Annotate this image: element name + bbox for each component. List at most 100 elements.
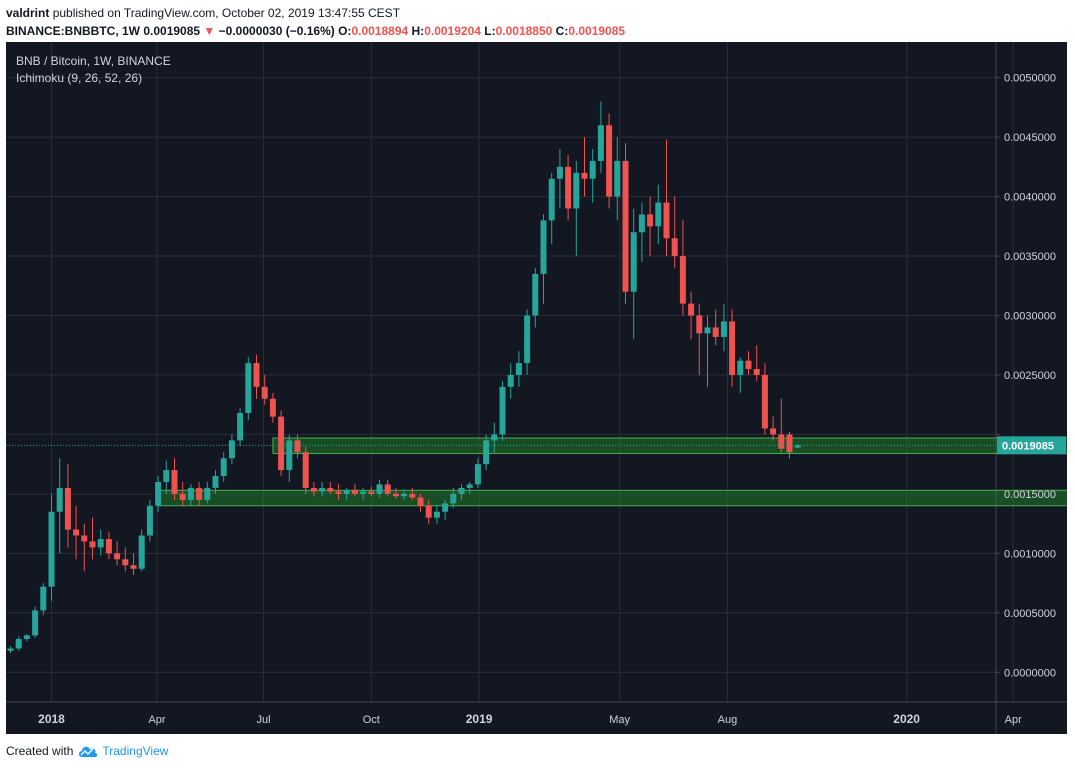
created-with-label: Created with: [6, 744, 74, 758]
candle-body: [196, 487, 203, 500]
candle-body: [122, 559, 129, 566]
candle-body: [376, 484, 383, 494]
candle-body: [48, 511, 55, 587]
y-tick-label: 0.0050000: [1004, 73, 1056, 85]
candle-body: [515, 363, 522, 375]
candle-body: [351, 490, 358, 494]
candle-body: [417, 497, 424, 506]
x-tick-label: Apr: [1005, 714, 1022, 726]
cloud-icon: [79, 746, 98, 757]
candle-body: [671, 238, 678, 257]
candle-body: [261, 386, 268, 399]
candle-body: [23, 635, 30, 639]
candle-body: [622, 160, 629, 292]
candle-body: [220, 458, 227, 477]
candle-body: [507, 374, 514, 387]
chart-header: valdrint published on TradingView.com, O…: [6, 4, 1066, 40]
x-tick-label: Apr: [148, 714, 165, 726]
candle-body: [294, 440, 301, 453]
indicator-legend[interactable]: Ichimoku (9, 26, 52, 26): [16, 71, 143, 85]
candle-body: [786, 434, 793, 453]
x-tick-label: Oct: [363, 714, 380, 726]
candle-body: [204, 487, 211, 500]
candle-body: [548, 178, 555, 221]
y-tick-label: 0.0010000: [1004, 548, 1056, 560]
chart-pane[interactable]: 0.0019085 0.0050000 0.0045000 0.0040000 0.00…: [6, 42, 1067, 734]
candle-body: [360, 491, 367, 494]
brand-label: TradingView: [102, 744, 169, 758]
y-tick-label: 0.0040000: [1004, 192, 1056, 204]
y-tick-label: 0.0015000: [1004, 489, 1056, 501]
last-price: 0.0019085: [143, 24, 201, 38]
candle-body: [187, 487, 194, 500]
support-zone-2: [157, 489, 1067, 507]
candle-body: [278, 416, 285, 471]
candle-body: [368, 491, 375, 494]
high-value: 0.0019204: [424, 24, 481, 38]
candle-body: [729, 321, 736, 375]
candle-body: [114, 553, 121, 560]
footer: Created with TradingView: [6, 741, 168, 761]
candle-body: [483, 440, 490, 465]
candle-body: [40, 586, 47, 611]
candle-body: [450, 493, 457, 504]
candle-body: [474, 464, 481, 485]
candle-body: [253, 363, 260, 387]
candle-body: [81, 535, 88, 542]
candle-body: [433, 511, 440, 518]
candle-body: [794, 445, 801, 448]
y-tick-label: 0.0045000: [1004, 132, 1056, 144]
candle-body: [146, 505, 153, 536]
symbol-legend[interactable]: BNB / Bitcoin, 1W, BINANCE: [16, 54, 171, 68]
candle-body: [179, 493, 186, 500]
low-value: 0.0018850: [495, 24, 553, 38]
candle-body: [442, 503, 449, 512]
candle-body: [532, 273, 539, 316]
candle-body: [614, 160, 621, 197]
x-tick-label: 2018: [38, 712, 65, 726]
published-text: published on TradingView.com, October 02…: [52, 6, 401, 20]
candle-body: [630, 232, 637, 292]
candle-body: [409, 493, 416, 498]
candle-body: [245, 363, 252, 414]
candle-body: [565, 166, 572, 209]
candle-body: [458, 487, 465, 494]
candle-body: [499, 386, 506, 435]
candle-body: [89, 541, 96, 548]
candle-body: [606, 125, 613, 197]
candle-body: [310, 487, 317, 492]
y-tick-label: 0.0025000: [1004, 370, 1056, 382]
candle-body: [327, 487, 334, 492]
close-label: C:: [555, 24, 569, 38]
candle-body: [401, 493, 408, 497]
x-tick-label: Aug: [718, 714, 738, 726]
candle-body: [138, 535, 145, 569]
open-label: O:: [338, 24, 352, 38]
author-link[interactable]: valdrint: [6, 6, 50, 20]
high-label: H:: [411, 24, 425, 38]
candle-body: [688, 303, 695, 316]
candle-body: [155, 482, 162, 506]
tradingview-logo[interactable]: TradingView: [77, 744, 168, 758]
down-arrow-icon: ▼: [203, 24, 216, 38]
candle-body: [466, 484, 473, 488]
y-tick-label: 0.0030000: [1004, 311, 1056, 323]
close-value: 0.0019085: [568, 24, 626, 38]
candle-body: [720, 321, 727, 337]
candle-body: [524, 315, 531, 364]
candle-body: [130, 565, 137, 569]
candle-body: [228, 440, 235, 459]
price-change: −0.0000030 (−0.16%): [218, 24, 335, 38]
candle-body: [540, 220, 547, 274]
candle-body: [663, 202, 670, 239]
candle-body: [15, 638, 22, 649]
candle-body: [770, 428, 777, 435]
candle-body: [696, 315, 703, 334]
candle-body: [171, 470, 178, 494]
candle-body: [73, 529, 80, 536]
candle-body: [212, 476, 219, 488]
candle-body: [745, 360, 752, 370]
candle-body: [392, 493, 399, 497]
candlestick-chart[interactable]: 0.0019085 0.0050000 0.0045000 0.0040000 0.00…: [6, 42, 1067, 734]
y-tick-label: 0.0000000: [1004, 667, 1056, 679]
